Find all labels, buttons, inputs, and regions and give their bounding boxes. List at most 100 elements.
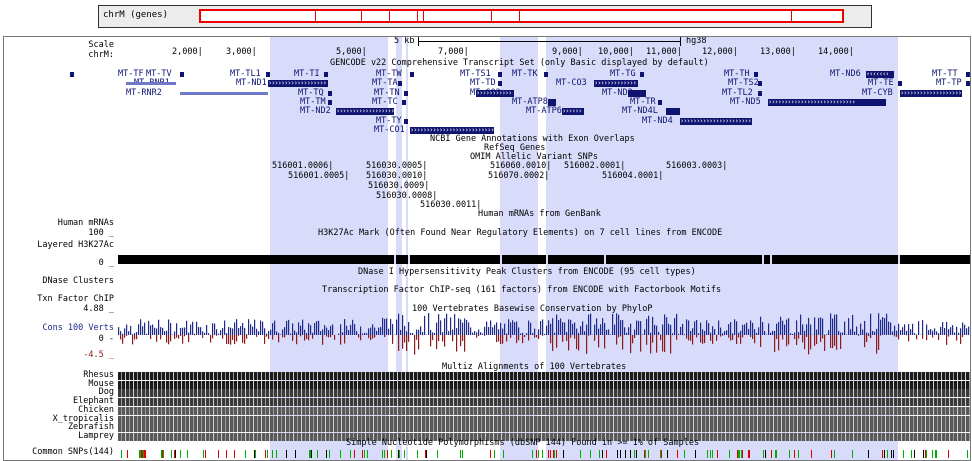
snp-mark[interactable] (550, 450, 551, 458)
gene-bar-mt-th[interactable] (754, 72, 758, 77)
snp-mark[interactable] (903, 450, 904, 458)
snp-mark[interactable] (645, 450, 646, 458)
species-label-elephant[interactable]: Elephant (73, 396, 114, 407)
snp-mark[interactable] (276, 450, 277, 458)
species-label-zebrafish[interactable]: Zebrafish (67, 422, 114, 433)
omim-variant-label[interactable]: 516030.0010| (366, 171, 428, 181)
snp-mark[interactable] (648, 450, 649, 458)
snp-mark[interactable] (311, 450, 312, 458)
species-label-mouse[interactable]: Mouse (88, 378, 114, 389)
snp-mark[interactable] (387, 450, 388, 458)
snp-mark[interactable] (625, 450, 626, 458)
snp-mark[interactable] (139, 450, 140, 458)
snp-mark[interactable] (255, 450, 256, 458)
gene-bar-mt-co2[interactable]: ››››››››››› (476, 89, 514, 97)
cons-label[interactable]: Cons 100 Verts (42, 323, 114, 333)
snp-mark[interactable] (935, 450, 936, 458)
snp-mark[interactable] (914, 450, 915, 458)
gene-label-mt-tv[interactable]: MT-TV (146, 69, 172, 79)
snp-mark[interactable] (811, 450, 812, 458)
snp-mark[interactable] (748, 450, 749, 458)
gene-label-mt-atp8[interactable]: MT-ATP8 (512, 96, 548, 107)
snp-mark[interactable] (776, 450, 777, 458)
gene-label-mt-tt[interactable]: MT-TT (932, 69, 958, 79)
snp-mark[interactable] (141, 450, 142, 458)
species-label-x_tropicalis[interactable]: X_tropicalis (52, 413, 114, 424)
snp-mark[interactable] (317, 450, 318, 458)
omim-variant-label[interactable]: 516030.0005| (366, 161, 428, 171)
snp-mark[interactable] (749, 450, 750, 458)
snp-mark[interactable] (364, 450, 365, 458)
snp-mark[interactable] (462, 450, 463, 458)
snp-mark[interactable] (494, 450, 495, 458)
snp-mark[interactable] (563, 450, 564, 458)
gene-bar-mt-cyb[interactable]: ››››››››››››››››››› (900, 89, 962, 97)
snp-mark[interactable] (775, 450, 776, 458)
omim-variant-label[interactable]: 516030.0011| (420, 200, 482, 210)
snp-mark[interactable] (548, 450, 549, 458)
multiz-row-dog[interactable] (118, 389, 970, 398)
snp-mark[interactable] (417, 450, 418, 458)
snp-mark[interactable] (171, 450, 172, 458)
snp-mark[interactable] (737, 450, 738, 458)
gene-label-mt-tg[interactable]: MT-TG (610, 69, 636, 79)
snp-mark[interactable] (329, 450, 330, 458)
gene-label-mt-tl1[interactable]: MT-TL1 (230, 69, 261, 79)
snp-mark[interactable] (384, 450, 385, 458)
h3k27-label[interactable]: Layered H3K27Ac (37, 240, 114, 250)
omim-variant-label[interactable]: 516001.0006| (272, 161, 334, 171)
snp-mark[interactable] (887, 450, 888, 458)
gene-label-mt-tw[interactable]: MT-TW (376, 69, 402, 79)
snp-mark[interactable] (121, 450, 122, 458)
snp-mark[interactable] (490, 450, 491, 458)
multiz-row-rhesus[interactable] (118, 372, 970, 380)
snp-mark[interactable] (142, 450, 143, 458)
omim-variant-label[interactable]: 516004.0001| (602, 171, 664, 181)
gene-bar-mt-tv[interactable] (180, 72, 184, 77)
gene-bar-mt-tw[interactable] (410, 72, 414, 77)
gene-label-mt-tm[interactable]: MT-TM (300, 96, 326, 107)
multiz-row-mouse[interactable] (118, 380, 970, 389)
human-mrnas-label[interactable]: Human mRNAs (57, 218, 114, 228)
snp-mark[interactable] (852, 450, 853, 458)
gene-bar-mt-rnr2[interactable] (180, 91, 268, 95)
snp-mark[interactable] (163, 450, 164, 458)
gene-bar-mt-td[interactable] (498, 81, 502, 87)
snp-mark[interactable] (542, 450, 543, 458)
gene-bar-mt-nd3[interactable] (628, 89, 646, 97)
snp-mark[interactable] (590, 450, 591, 458)
gene-label-mt-ta[interactable]: MT-TA (372, 78, 398, 89)
gene-bar-mt-tc[interactable] (402, 99, 406, 105)
gene-bar-mt-ty[interactable] (404, 118, 408, 124)
snp-mark[interactable] (660, 450, 661, 458)
gene-bar-mt-nd6[interactable]: ‹‹‹‹‹‹‹ (866, 71, 894, 78)
snp-mark[interactable] (798, 450, 799, 458)
gene-label-mt-nd4l[interactable]: MT-ND4L (622, 106, 658, 117)
snp-mark[interactable] (162, 450, 163, 458)
snp-mark[interactable] (661, 450, 662, 458)
gene-bar-mt-nd1[interactable]: ›››››››››››››››››› (268, 80, 328, 88)
snp-mark[interactable] (404, 450, 405, 458)
snp-mark[interactable] (362, 450, 363, 458)
multiz-row-x_tropicalis[interactable] (118, 415, 970, 424)
snp-mark[interactable] (309, 450, 310, 458)
gene-bar-mt-tk[interactable] (544, 72, 548, 77)
snp-mark[interactable] (729, 450, 730, 458)
snp-mark[interactable] (636, 450, 637, 458)
gene-label-mt-nd4[interactable]: MT-ND4 (642, 115, 673, 126)
snp-mark[interactable] (140, 450, 141, 458)
gene-bar-mt-tr[interactable] (658, 99, 662, 105)
snp-mark[interactable] (460, 450, 461, 458)
gene-label-mt-th[interactable]: MT-TH (724, 69, 750, 79)
snp-mark[interactable] (794, 450, 795, 458)
gene-bar-mt-nd4[interactable]: ›››››››››››››››››››››› (680, 117, 752, 125)
snp-mark[interactable] (161, 450, 162, 458)
snp-mark[interactable] (425, 450, 426, 458)
snp-mark[interactable] (789, 450, 790, 458)
gene-bar-mt-tf[interactable] (70, 72, 74, 77)
gene-label-mt-tc[interactable]: MT-TC (372, 96, 398, 107)
snp-mark[interactable] (644, 450, 645, 458)
snp-mark[interactable] (554, 450, 555, 458)
snp-mark[interactable] (602, 450, 603, 458)
snp-mark[interactable] (948, 450, 949, 458)
